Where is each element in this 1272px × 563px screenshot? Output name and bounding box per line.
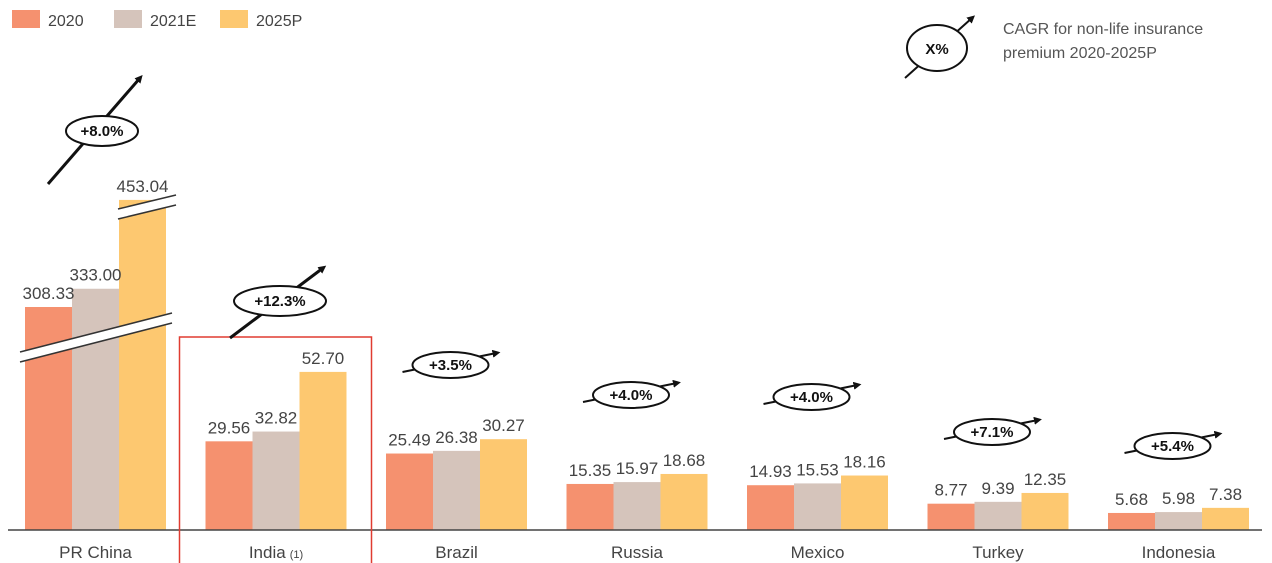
value-label-pr-china-2020: 308.33 <box>23 284 75 303</box>
value-label-brazil-2021e: 26.38 <box>435 428 478 447</box>
value-label-brazil-2020: 25.49 <box>388 431 431 450</box>
bar-pr-china-2025p <box>119 199 166 530</box>
cagr-ellipse-indonesia <box>1133 432 1212 460</box>
axis-break-line-upper-1 <box>117 194 177 210</box>
bar-mexico-2025p <box>841 475 888 530</box>
bar-russia-2021e <box>613 482 661 530</box>
cagr-ellipse-russia <box>592 381 670 409</box>
category-label-turkey: Turkey <box>972 543 1024 562</box>
bar-turkey-2020 <box>927 503 975 530</box>
legend-swatch-2020 <box>12 10 40 28</box>
value-label-india-2020: 29.56 <box>208 418 251 437</box>
cagr-ellipse-mexico <box>772 383 851 411</box>
bar-mexico-2020 <box>747 485 794 530</box>
bar-brazil-2021e <box>433 450 480 530</box>
cagr-key: X% CAGR for non-life insurance premium 2… <box>904 15 1203 79</box>
value-label-mexico-2025p: 18.16 <box>843 453 886 472</box>
value-label-turkey-2020: 8.77 <box>934 481 967 500</box>
bar-india-2025p <box>299 371 347 530</box>
axis-break-line-lower-2 <box>19 322 173 363</box>
cagr-label-russia: +4.0% <box>610 387 653 404</box>
value-label-turkey-2021e: 9.39 <box>981 479 1014 498</box>
value-label-indonesia-2025p: 7.38 <box>1209 485 1242 504</box>
cagr-ellipse-turkey <box>953 418 1031 446</box>
legend: 2020 2021E 2025P <box>12 10 302 30</box>
value-label-turkey-2025p: 12.35 <box>1024 470 1067 489</box>
value-label-indonesia-2020: 5.68 <box>1115 490 1148 509</box>
axis-break-gap-upper <box>116 195 178 219</box>
bar-india-2021e <box>252 431 300 530</box>
legend-label-2025p: 2025P <box>256 13 302 30</box>
category-label-pr-china: PR China <box>59 543 132 562</box>
cagr-ellipse-brazil <box>411 351 490 379</box>
value-label-mexico-2020: 14.93 <box>749 462 792 481</box>
cagr-label-india: +12.3% <box>254 293 305 310</box>
bar-indonesia-2021e <box>1155 512 1202 530</box>
bar-pr-china-2021e <box>72 288 119 530</box>
category-label-indonesia: Indonesia <box>1142 543 1216 562</box>
axis-break-line-upper-2 <box>117 204 177 220</box>
category-label-india: India (1) <box>249 543 303 562</box>
value-label-russia-2021e: 15.97 <box>616 459 659 478</box>
axis-break-line-lower-1 <box>19 312 173 353</box>
cagr-label-mexico: +4.0% <box>790 389 833 406</box>
bar-brazil-2025p <box>480 439 527 530</box>
value-label-brazil-2025p: 30.27 <box>482 416 525 435</box>
cagr-label-indonesia: +5.4% <box>1151 438 1194 455</box>
bar-russia-2025p <box>660 473 708 530</box>
legend-label-2020: 2020 <box>48 13 84 30</box>
category-label-brazil: Brazil <box>435 543 478 562</box>
cagr-label-turkey: +7.1% <box>971 424 1014 441</box>
bar-mexico-2021e <box>794 483 841 530</box>
cagr-label-pr-china: +8.0% <box>81 123 124 140</box>
axis-break-gap-lower <box>18 313 174 362</box>
value-label-russia-2025p: 18.68 <box>663 451 706 470</box>
category-label-russia: Russia <box>611 543 664 562</box>
legend-swatch-2025p <box>220 10 248 28</box>
value-label-mexico-2021e: 15.53 <box>796 460 839 479</box>
cagr-key-text-line2: premium 2020-2025P <box>1003 45 1157 62</box>
cagr-key-ellipse <box>906 24 968 72</box>
bar-india-2020 <box>205 441 253 530</box>
highlight-box-india <box>178 336 373 563</box>
cagr-ellipse-india <box>233 285 327 317</box>
category-label-mexico: Mexico <box>791 543 845 562</box>
value-label-pr-china-2025p: 453.04 <box>117 177 169 196</box>
category-note-india: (1) <box>290 549 303 561</box>
value-label-india-2025p: 52.70 <box>302 349 345 368</box>
bar-russia-2020 <box>566 483 614 530</box>
cagr-label-brazil: +3.5% <box>429 357 472 374</box>
bar-brazil-2020 <box>386 453 433 530</box>
value-label-india-2021e: 32.82 <box>255 409 298 428</box>
bar-turkey-2021e <box>974 501 1022 530</box>
legend-swatch-2021e <box>114 10 142 28</box>
value-label-indonesia-2021e: 5.98 <box>1162 489 1195 508</box>
bar-turkey-2025p <box>1021 492 1069 530</box>
bar-indonesia-2025p <box>1202 507 1249 530</box>
cagr-ellipse-pr-china <box>65 115 139 147</box>
cagr-key-text-line1: CAGR for non-life insurance <box>1003 21 1203 38</box>
legend-label-2021e: 2021E <box>150 13 196 30</box>
value-label-pr-china-2021e: 333.00 <box>70 266 122 285</box>
bar-indonesia-2020 <box>1108 512 1155 530</box>
cagr-key-symbol: X% <box>925 41 948 58</box>
value-label-russia-2020: 15.35 <box>569 461 612 480</box>
